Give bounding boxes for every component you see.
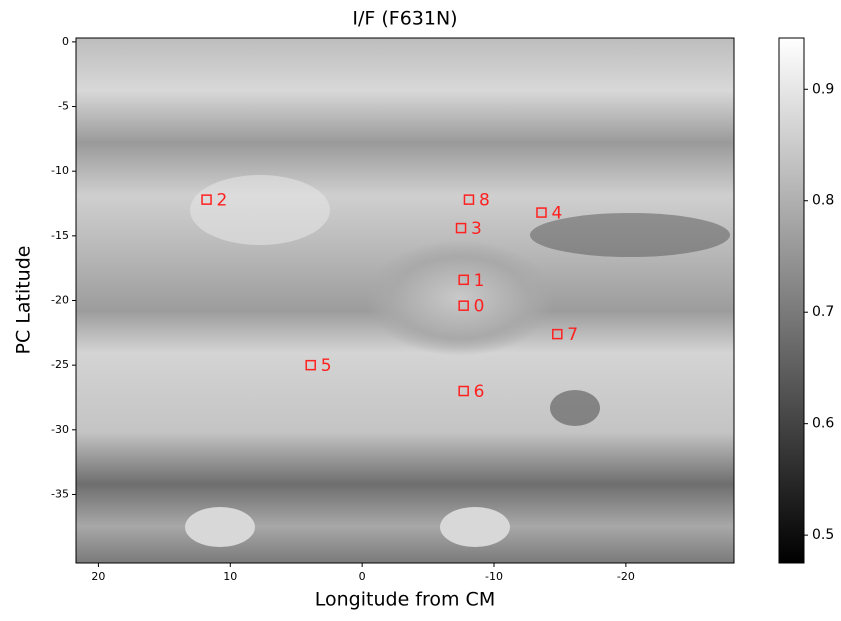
x-tick-label: 20 (91, 570, 105, 583)
x-tick-label: 0 (359, 570, 366, 583)
marker-label: 7 (567, 325, 578, 345)
y-tick-label: -30 (51, 423, 69, 436)
marker-label: 6 (474, 382, 485, 402)
y-tick-label: -35 (51, 487, 69, 500)
y-tick-label: -20 (51, 294, 69, 307)
marker-label: 3 (471, 219, 482, 239)
marker-label: 0 (474, 297, 485, 317)
y-tick-label: 0 (62, 35, 69, 48)
x-tick-label: -20 (617, 570, 635, 583)
y-tick-label: -10 (51, 164, 69, 177)
marker-label: 8 (479, 191, 490, 211)
marker-label: 2 (217, 191, 228, 211)
chart-title: I/F (F631N) (352, 8, 457, 30)
colorbar-tick-label: 0.8 (812, 193, 834, 209)
marker-label: 4 (551, 204, 562, 224)
x-tick-label: 10 (223, 570, 237, 583)
y-tick-label: -5 (58, 100, 69, 113)
colorbar-tick-label: 0.5 (812, 527, 834, 543)
colorbar-tick-label: 0.6 (812, 416, 834, 432)
x-tick-label: -10 (485, 570, 503, 583)
planet-image (76, 38, 734, 563)
colorbar (779, 38, 804, 563)
marker-label: 1 (474, 271, 485, 291)
y-axis-label: PC Latitude (13, 246, 35, 355)
y-tick-label: -25 (51, 358, 69, 371)
colorbar-tick-label: 0.7 (812, 304, 834, 320)
colorbar-tick-label: 0.9 (812, 81, 834, 97)
marker-label: 5 (321, 356, 332, 376)
y-tick-label: -15 (51, 229, 69, 242)
x-axis-label: Longitude from CM (315, 589, 495, 611)
chart: I/F (F631N) Longitude from CM PC Latitud… (0, 0, 841, 617)
